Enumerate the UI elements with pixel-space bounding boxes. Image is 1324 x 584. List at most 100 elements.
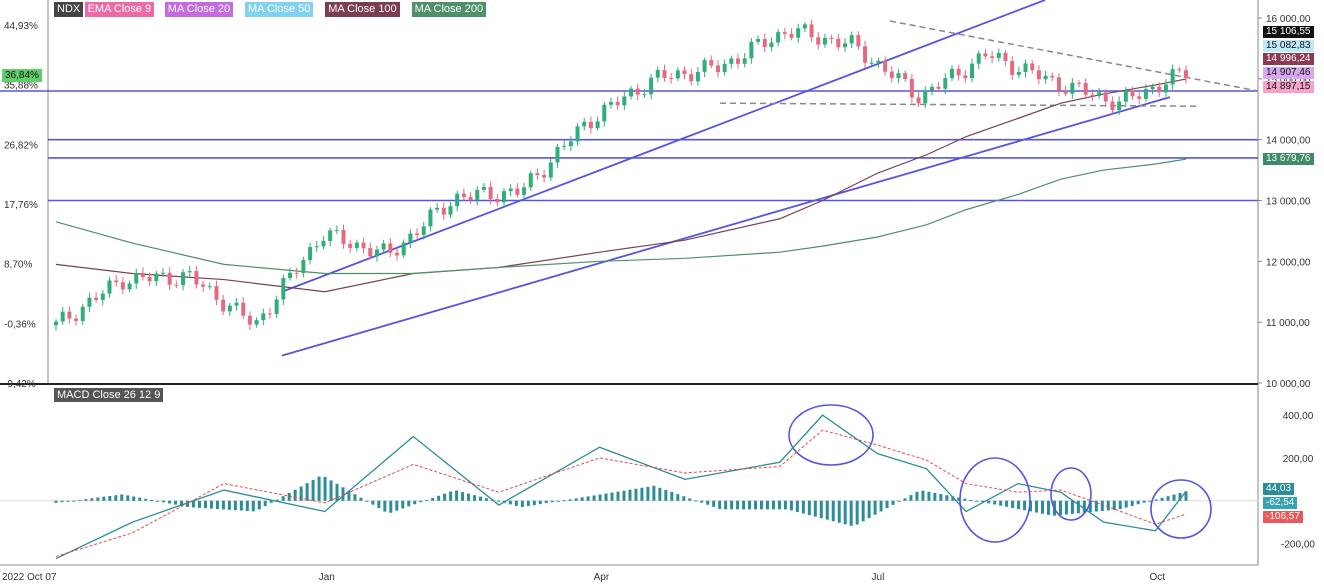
candle-body <box>709 60 714 66</box>
macd-histogram-bar <box>981 500 985 503</box>
candle-body <box>856 35 861 47</box>
macd-histogram-bar <box>664 489 668 501</box>
macd-histogram-bar <box>96 497 100 501</box>
candle-body <box>274 299 279 314</box>
ellipse-annotation <box>1150 479 1212 539</box>
candle-body <box>642 94 647 96</box>
legend-item: MA Close 100 <box>325 2 400 17</box>
macd-histogram-bar <box>287 492 291 501</box>
macd-histogram-bar <box>748 500 752 510</box>
macd-histogram-bar <box>885 500 889 509</box>
candle-body <box>876 60 881 63</box>
candle-body <box>94 297 99 301</box>
candle-body <box>60 311 65 322</box>
candle-body <box>227 305 232 312</box>
price-tag: 15 106,55 <box>1263 26 1314 38</box>
candle-body <box>615 101 620 106</box>
candle-body <box>522 187 527 195</box>
macd-histogram-bar <box>724 500 728 510</box>
candle-body <box>869 62 874 64</box>
macd-histogram-bar <box>873 500 877 515</box>
macd-histogram-bar <box>700 500 704 503</box>
macd-histogram-bar <box>544 500 548 504</box>
candle-body <box>374 249 379 257</box>
macd-histogram-bar <box>413 500 417 505</box>
macd-histogram-bar <box>329 480 333 501</box>
macd-histogram-bar <box>1172 494 1176 501</box>
macd-histogram-bar <box>694 500 698 502</box>
candle-body <box>1157 86 1162 93</box>
candle-body <box>548 162 553 178</box>
candle-body <box>689 74 694 82</box>
candle-body <box>234 302 239 306</box>
candle-body <box>903 73 908 80</box>
candle-body <box>435 207 440 210</box>
macd-histogram-bar <box>311 479 315 501</box>
candle-body <box>1090 94 1095 96</box>
macd-histogram-bar <box>771 500 775 510</box>
candle-body <box>140 272 145 278</box>
macd-histogram-bar <box>335 483 339 501</box>
candle-body <box>254 320 259 325</box>
macd-histogram-bar <box>939 494 943 501</box>
candle-body <box>87 297 92 307</box>
macd-line <box>55 414 1187 560</box>
macd-histogram-bar <box>807 500 811 516</box>
candle-body <box>194 271 199 285</box>
macd-histogram-bar <box>532 500 536 506</box>
macd-histogram-bar <box>915 491 919 501</box>
candle-body <box>943 78 948 89</box>
candle-body <box>214 286 219 300</box>
macd-histogram-bar <box>1106 500 1110 511</box>
candle-body <box>181 272 186 286</box>
candle-body <box>134 272 139 284</box>
macd-histogram-bar <box>132 496 136 501</box>
macd-histogram-bar <box>1118 500 1122 510</box>
candle-body <box>354 242 359 248</box>
macd-histogram-bar <box>359 497 363 501</box>
macd-histogram-bar <box>652 485 656 501</box>
macd-histogram-bar <box>138 497 142 501</box>
candle-body <box>1150 86 1155 90</box>
dashed-resistance-line <box>889 20 1259 92</box>
candle-body <box>1130 90 1135 97</box>
candle-body <box>1103 92 1108 102</box>
candle-body <box>1143 89 1148 99</box>
candle-body <box>221 299 226 312</box>
macd-histogram-bar <box>353 494 357 501</box>
macd-histogram-bar <box>66 500 70 502</box>
candle-body <box>341 230 346 244</box>
macd-histogram-bar <box>682 496 686 501</box>
candle-body <box>1123 90 1128 102</box>
macd-histogram-bar <box>496 500 500 502</box>
macd-histogram-bar <box>801 500 805 514</box>
candle-body <box>809 24 814 38</box>
candle-body <box>488 186 493 200</box>
macd-histogram-bar <box>1082 500 1086 513</box>
macd-histogram-bar <box>443 493 447 501</box>
macd-histogram-bar <box>945 495 949 501</box>
macd-histogram-bar <box>993 500 997 505</box>
macd-histogram-bar <box>1041 500 1045 514</box>
macd-histogram-bar <box>245 500 249 511</box>
macd-tick-label: 400,00 <box>1283 411 1314 422</box>
candle-body <box>863 46 868 63</box>
macd-histogram-bar <box>610 492 614 501</box>
candle-body <box>762 38 767 48</box>
macd-histogram-bar <box>969 499 973 501</box>
macd-histogram-bar <box>574 498 578 501</box>
macd-histogram-bar <box>538 500 542 505</box>
macd-histogram-bar <box>562 500 566 502</box>
date-tick-label: 2022 Oct 07 <box>2 572 57 583</box>
macd-histogram-bar <box>640 487 644 501</box>
candle-body <box>608 101 613 105</box>
candle-body <box>675 70 680 79</box>
macd-tick-label: -200,00 <box>1281 540 1315 551</box>
macd-histogram-bar <box>891 500 895 505</box>
legend-item: NDX <box>54 2 84 17</box>
candle-body <box>1036 70 1041 80</box>
candle-body <box>247 315 252 325</box>
macd-histogram-bar <box>221 500 225 510</box>
macd-histogram-bar <box>754 500 758 510</box>
candle-body <box>294 272 299 274</box>
